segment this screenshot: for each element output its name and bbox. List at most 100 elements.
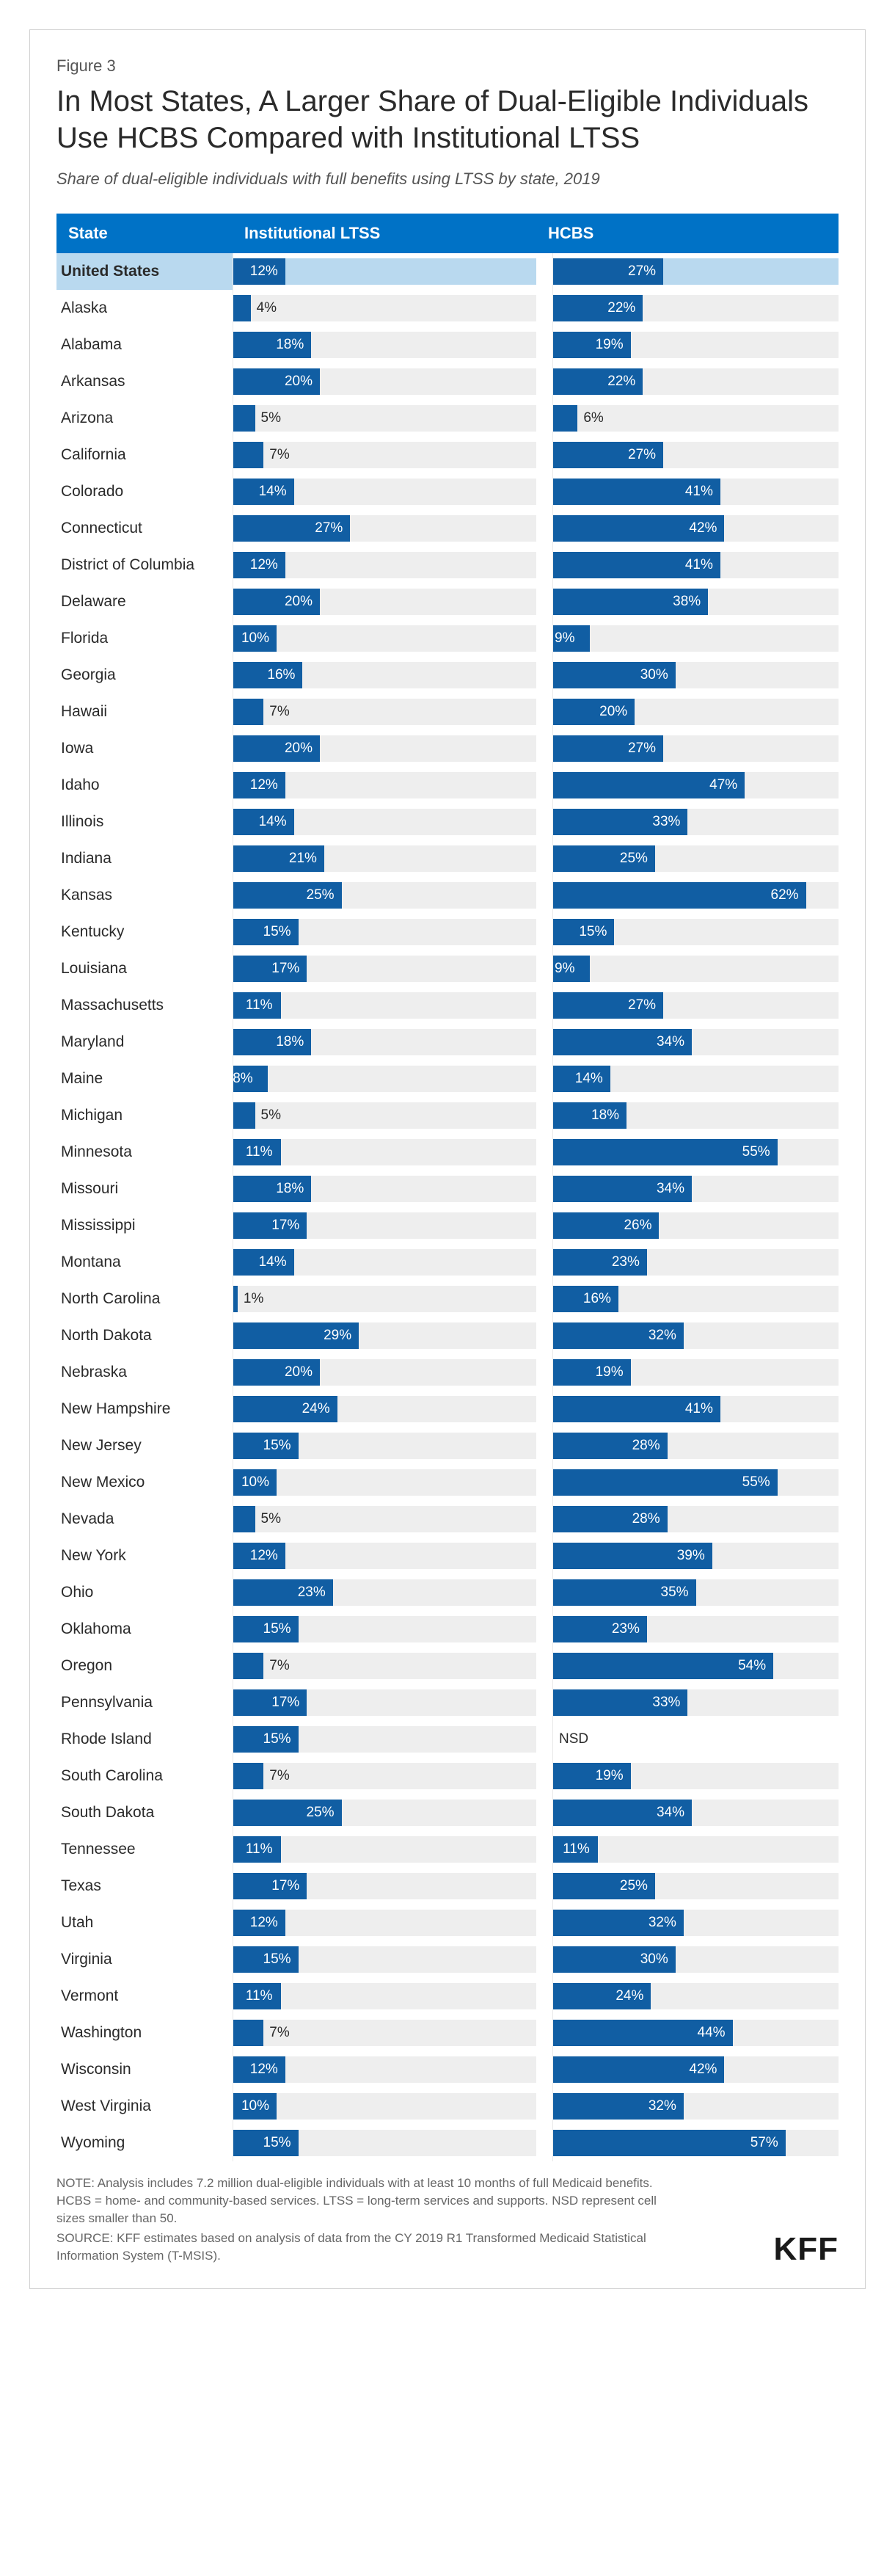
bar-track: 34%	[553, 1029, 839, 1055]
hcbs-cell: 32%	[552, 2088, 839, 2125]
table-row: Connecticut27%42%	[56, 510, 839, 547]
institutional-cell: 7%	[233, 437, 536, 473]
state-label: New Jersey	[56, 1427, 233, 1464]
institutional-cell: 15%	[233, 1611, 536, 1648]
bar-track: 38%	[553, 589, 839, 615]
bar-track: 12%	[233, 772, 536, 798]
table-row: South Dakota25%34%	[56, 1794, 839, 1831]
bar-value-label: 32%	[649, 1915, 676, 1931]
hcbs-cell: 25%	[552, 840, 839, 877]
bar-value-label: 22%	[607, 374, 635, 390]
bar-value-label: 1%	[244, 1291, 263, 1307]
bar-track: 22%	[553, 368, 839, 395]
bar-track: 15%	[233, 1433, 536, 1459]
state-label: Oklahoma	[56, 1611, 233, 1648]
note-line: NOTE: Analysis includes 7.2 million dual…	[56, 2175, 673, 2227]
bar-track: 14%	[553, 1066, 839, 1092]
table-row: Louisiana17%9%	[56, 950, 839, 987]
bar-track: 22%	[553, 295, 839, 321]
institutional-cell: 20%	[233, 363, 536, 400]
table-row: Vermont11%24%	[56, 1978, 839, 2015]
institutional-cell: 18%	[233, 327, 536, 363]
bar-value-label: 17%	[271, 1218, 299, 1234]
bar-track: 5%	[233, 405, 536, 432]
state-label: South Dakota	[56, 1794, 233, 1831]
bar-track: 20%	[233, 735, 536, 762]
hcbs-cell: 20%	[552, 694, 839, 730]
bar-track: 17%	[233, 1212, 536, 1239]
bar-track: 30%	[553, 1946, 839, 1973]
institutional-cell: 4%	[233, 290, 536, 327]
bar-track: 5%	[233, 1102, 536, 1129]
state-label: Texas	[56, 1868, 233, 1904]
bar-value-label: 15%	[263, 1731, 291, 1747]
bar-value-label: 8%	[233, 1071, 252, 1087]
state-label: Michigan	[56, 1097, 233, 1134]
institutional-cell: 7%	[233, 2015, 536, 2051]
bar-track: 14%	[233, 479, 536, 505]
bar-value-label: 55%	[742, 1144, 770, 1160]
bar-track: 34%	[553, 1176, 839, 1202]
state-label: Nevada	[56, 1501, 233, 1538]
bar-track: 25%	[233, 882, 536, 909]
table-row: Illinois14%33%	[56, 804, 839, 840]
table-row: Michigan5%18%	[56, 1097, 839, 1134]
bar-value-label: 15%	[263, 924, 291, 940]
bar-value-label: 54%	[738, 1658, 766, 1674]
bar-value-label: 27%	[628, 447, 656, 463]
state-label: Kansas	[56, 877, 233, 914]
institutional-cell: 14%	[233, 804, 536, 840]
hcbs-cell: 55%	[552, 1134, 839, 1171]
bar-track: 20%	[233, 589, 536, 615]
bar-value-label: 42%	[689, 520, 717, 536]
bar-track: 1%	[233, 1286, 536, 1312]
bar-value-label: 15%	[263, 1621, 291, 1637]
bar-value-label: 27%	[315, 520, 343, 536]
state-label: New York	[56, 1538, 233, 1574]
bar-track: 8%	[233, 1066, 536, 1092]
state-label: Indiana	[56, 840, 233, 877]
bar-fill	[233, 1653, 263, 1679]
state-label: Virginia	[56, 1941, 233, 1978]
bar-track: 25%	[553, 1873, 839, 1899]
bar-value-label: 57%	[750, 2135, 778, 2151]
hcbs-cell: 6%	[552, 400, 839, 437]
hcbs-cell: 35%	[552, 1574, 839, 1611]
institutional-cell: 11%	[233, 1978, 536, 2015]
bar-value-label: 12%	[250, 777, 278, 793]
bar-track: 20%	[553, 699, 839, 725]
bar-value-label: 24%	[302, 1401, 330, 1417]
table-row: Arkansas20%22%	[56, 363, 839, 400]
bar-value-label: 16%	[583, 1291, 611, 1307]
table-row: Hawaii7%20%	[56, 694, 839, 730]
bar-value-label: 27%	[628, 997, 656, 1014]
table-row: District of Columbia12%41%	[56, 547, 839, 583]
bar-value-label: 27%	[628, 263, 656, 280]
bar-value-label: 11%	[246, 1988, 273, 2004]
bar-track: 41%	[553, 552, 839, 578]
bar-track: 7%	[233, 699, 536, 725]
table-row: Oregon7%54%	[56, 1648, 839, 1684]
bar-value-label: 26%	[624, 1218, 651, 1234]
institutional-cell: 15%	[233, 914, 536, 950]
hcbs-cell: 14%	[552, 1060, 839, 1097]
bar-track: 7%	[233, 1763, 536, 1789]
bar-value-label: 42%	[689, 2062, 717, 2078]
table-row: North Carolina1%16%	[56, 1281, 839, 1317]
state-label: Delaware	[56, 583, 233, 620]
hcbs-cell: 41%	[552, 473, 839, 510]
institutional-cell: 15%	[233, 1941, 536, 1978]
hcbs-cell: 33%	[552, 1684, 839, 1721]
institutional-cell: 18%	[233, 1024, 536, 1060]
bar-fill	[233, 442, 263, 468]
bar-value-label: 20%	[285, 594, 313, 610]
bar-fill	[233, 405, 255, 432]
bar-value-label: 14%	[575, 1071, 603, 1087]
state-label: Wyoming	[56, 2125, 233, 2161]
hcbs-cell: 27%	[552, 730, 839, 767]
bar-track: 54%	[553, 1653, 839, 1679]
bar-track: 35%	[553, 1579, 839, 1606]
bar-value-label: 18%	[276, 1034, 304, 1050]
state-label: Maryland	[56, 1024, 233, 1060]
institutional-cell: 12%	[233, 2051, 536, 2088]
